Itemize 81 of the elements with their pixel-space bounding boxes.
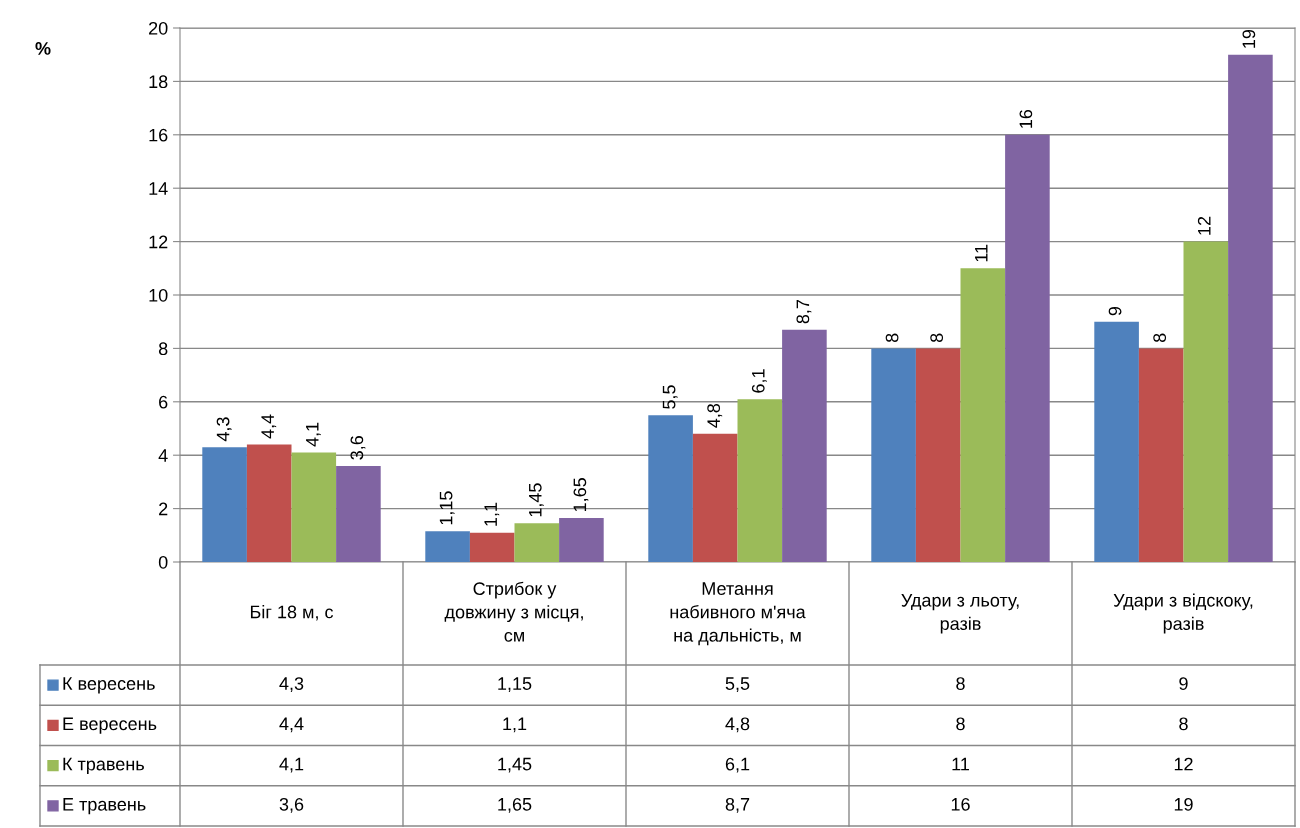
text: % [35,42,51,55]
x-tick-label: Метання набивного м'яча на дальність, м [670,582,806,646]
y-tick-label: 0 [158,555,168,569]
legend-label: К вересень [63,677,155,694]
y-tick-label: 2 [159,502,168,516]
x-tick-label: Біг 18 м, с [250,605,334,621]
text: 8 [1153,333,1167,343]
bar [425,531,470,562]
bar [336,465,381,562]
legend-label: Е вересень [63,717,157,734]
y-tick-label: 8 [158,342,168,356]
bar [648,415,693,562]
bar [514,523,560,562]
bar [1183,241,1229,562]
bar [1228,54,1273,562]
legend-label: К травень [63,757,144,775]
y-tick-label: 6 [159,395,168,409]
text: 4,4 [261,414,277,439]
bar [291,452,337,562]
x-tick-label: Удари з льоту, разів [901,594,1019,634]
text: 1,45 [529,483,544,517]
data-label: 1,15 [498,677,532,693]
text: 4,8 [707,403,723,428]
text: 1,65 [573,478,589,512]
bar [469,532,515,562]
bar [246,444,292,562]
data-label: 11 [952,757,969,771]
data-label: 8 [956,677,965,690]
data-label: 16 [951,797,970,811]
bar [915,348,961,562]
data-label: 4,4 [279,717,304,733]
bar [960,268,1006,562]
text: 19 [1242,29,1256,48]
data-label: 8,7 [725,797,750,813]
data-label: 6,1 [725,757,750,773]
text: 1,1 [484,502,500,526]
y-tick-label: 16 [149,128,168,142]
bar [559,517,604,562]
bar [1138,348,1184,562]
text: 9 [1108,306,1122,316]
bar [871,348,916,562]
text: 3,6 [350,436,366,460]
text: 1,15 [439,491,455,525]
y-tick-label: 4 [158,449,168,462]
y-tick-label: 12 [149,235,168,249]
data-label: 1,45 [498,757,532,773]
y-tick-label: 18 [149,75,168,89]
data-label: 4,1 [279,757,304,773]
text: 8 [930,333,944,343]
data-label: 4,3 [279,677,304,693]
text: 6,1 [751,369,767,393]
data-label: 5,5 [725,677,750,693]
text: 12 [1197,216,1211,235]
data-label: 9 [1179,677,1188,690]
text: 8 [885,333,899,343]
x-tick-label: Стрибок у довжину з місця, см [444,581,583,642]
text: 8,7 [796,299,812,324]
data-label: 1,65 [498,797,532,813]
text: 5,5 [662,385,678,409]
bar [1094,321,1139,562]
data-label: 19 [1174,797,1193,811]
data-label: 8 [956,717,965,731]
bar [202,447,247,562]
text: 11 [975,244,988,262]
data-label: 1,1 [503,717,527,733]
data-label: 12 [1174,757,1193,771]
bar [1005,134,1050,562]
bar [737,399,783,562]
text: 4,3 [216,417,232,442]
text: 16 [1019,109,1033,128]
data-label: 4,8 [725,717,750,733]
text: 4,1 [306,422,321,447]
y-tick-label: 20 [149,21,168,35]
bar [692,433,738,562]
x-tick-label: Удари з відскоку, разів [1113,593,1253,634]
y-tick-label: 14 [149,182,168,195]
data-label: 3,6 [279,797,304,813]
legend-label: Е травень [63,798,146,815]
bar [782,329,827,562]
y-tick-label: 10 [149,288,168,302]
data-label: 8 [1179,717,1188,731]
